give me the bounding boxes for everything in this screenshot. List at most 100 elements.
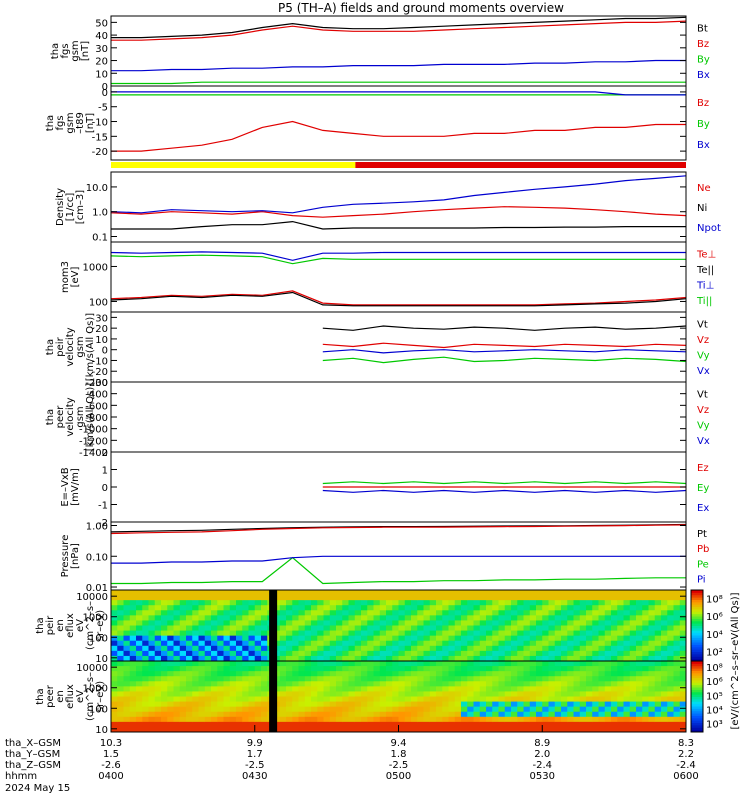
heatmap-cell (636, 701, 643, 708)
heatmap-cell (536, 640, 543, 647)
heatmap-cell (142, 605, 149, 611)
heatmap-cell (367, 610, 374, 616)
heatmap-cell (167, 610, 174, 616)
heatmap-cell (354, 686, 362, 692)
heatmap-cell (186, 595, 193, 601)
heatmap-cell (592, 605, 599, 611)
heatmap-cell (667, 691, 674, 697)
heatmap-cell (136, 635, 143, 642)
heatmap-cell (511, 610, 518, 616)
heatmap-cell (529, 615, 537, 621)
heatmap-cell (486, 691, 493, 697)
heatmap-cell (517, 721, 524, 728)
heatmap-cell (311, 701, 318, 708)
heatmap-cell (117, 676, 124, 682)
heatmap-cell (348, 681, 356, 687)
heatmap-cell (354, 645, 362, 652)
heatmap-cell (198, 726, 206, 733)
heatmap-cell (373, 595, 381, 601)
heatmap-cell (442, 686, 449, 692)
heatmap-cell (142, 590, 149, 596)
heatmap-cell (442, 681, 449, 687)
heatmap-cell (404, 686, 412, 692)
heatmap-cell (548, 650, 556, 657)
y-axis-label: mom3 (60, 261, 71, 293)
heatmap-cell (236, 696, 243, 702)
heatmap-cell (486, 605, 493, 611)
heatmap-cell (261, 630, 268, 637)
y-axis-label: [nT] (80, 41, 91, 61)
heatmap-cell (123, 600, 131, 606)
heatmap-cell (186, 600, 193, 606)
heatmap-cell (617, 711, 624, 718)
heatmap-cell (411, 650, 418, 657)
heatmap-cell (423, 706, 431, 713)
heatmap-cell (429, 620, 437, 626)
heatmap-cell (186, 590, 193, 596)
heatmap-cell (248, 721, 256, 728)
heatmap-cell (648, 706, 656, 713)
heatmap-cell (129, 671, 137, 677)
heatmap-cell (661, 701, 668, 708)
heatmap-cell (298, 600, 306, 606)
heatmap-cell (179, 640, 187, 647)
heatmap-cell (554, 681, 562, 687)
heatmap-cell (486, 721, 493, 728)
heatmap-cell (373, 661, 381, 667)
heatmap-cell (354, 676, 362, 682)
heatmap-cell (161, 711, 168, 718)
heatmap-cell (248, 635, 256, 642)
heatmap-cell (198, 701, 206, 708)
heatmap-cell (511, 630, 518, 637)
data-gap (269, 590, 278, 661)
heatmap-cell (323, 615, 331, 621)
heatmap-cell (511, 721, 518, 728)
colorbar-cell (691, 656, 703, 660)
heatmap-cell (598, 600, 606, 606)
heatmap-cell (304, 676, 312, 682)
heatmap-cell (261, 726, 268, 733)
heatmap-cell (123, 726, 131, 733)
heatmap-cell (204, 681, 212, 687)
heatmap-cell (167, 701, 174, 708)
heatmap-cell (367, 706, 374, 713)
heatmap-cell (142, 645, 149, 652)
y-axis-label: (cm^2–s– (85, 601, 96, 650)
heatmap-cell (286, 620, 293, 626)
heatmap-cell (317, 721, 324, 728)
heatmap-cell (298, 701, 306, 708)
heatmap-cell (211, 590, 218, 596)
heatmap-cell (154, 726, 162, 733)
heatmap-cell (386, 640, 393, 647)
heatmap-cell (561, 605, 568, 611)
heatmap-cell (611, 696, 618, 702)
heatmap-cell (198, 605, 206, 611)
heatmap-cell (511, 595, 518, 601)
heatmap-cell (148, 640, 156, 647)
heatmap-cell (411, 610, 418, 616)
colorbar-cell (691, 616, 703, 619)
heatmap-cell (211, 620, 218, 626)
heatmap-cell (642, 645, 649, 652)
heatmap-cell (548, 681, 556, 687)
heatmap-cell (348, 610, 356, 616)
heatmap-cell (548, 605, 556, 611)
heatmap-cell (179, 590, 187, 596)
heatmap-cell (679, 625, 687, 631)
heatmap-cell (448, 590, 456, 596)
heatmap-cell (342, 600, 349, 606)
heatmap-cell (242, 696, 249, 702)
heatmap-cell (367, 681, 374, 687)
heatmap-cell (161, 726, 168, 733)
heatmap-cell (648, 686, 656, 692)
heatmap-cell (111, 635, 118, 642)
heatmap-cell (173, 605, 181, 611)
heatmap-cell (529, 701, 537, 708)
heatmap-cell (192, 615, 199, 621)
heatmap-cell (623, 686, 631, 692)
heatmap-cell (311, 721, 318, 728)
heatmap-cell (592, 625, 599, 631)
heatmap-cell (454, 716, 462, 723)
series-line-Bz (111, 20, 687, 41)
